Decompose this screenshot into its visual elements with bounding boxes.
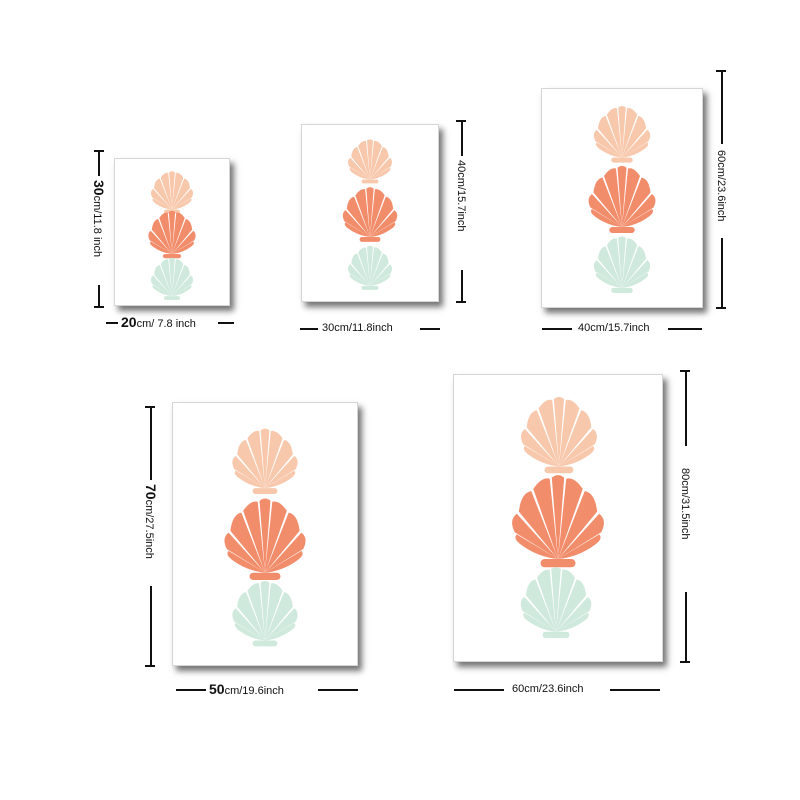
width-line-1-left	[106, 322, 118, 324]
print-30x40	[301, 124, 439, 302]
width-line-4-right	[318, 689, 358, 691]
width-line-5-right	[610, 689, 660, 691]
height-line-1-bottom	[98, 285, 100, 307]
print-60x80	[453, 374, 663, 662]
height-line-1-top	[98, 150, 100, 176]
shell-bottom	[232, 580, 298, 647]
shell-middle	[148, 210, 196, 259]
shell-middle	[512, 475, 604, 568]
height-tick-2-bottom	[456, 301, 466, 303]
height-line-5-top	[685, 370, 687, 446]
shell-middle	[224, 498, 306, 580]
height-tick-4-bottom	[145, 665, 155, 667]
print-40x60	[541, 88, 703, 308]
shell-bottom	[520, 567, 592, 639]
height-tick-1-top	[94, 150, 104, 152]
height-line-4-top	[150, 406, 152, 480]
height-tick-5-bottom	[680, 661, 690, 663]
width-label-3: 40cm/15.7inch	[578, 322, 650, 334]
width-line-2-right	[420, 328, 440, 330]
width-label-5: 60cm/23.6inch	[512, 683, 584, 695]
shell-stack	[588, 106, 656, 293]
print-20x30	[114, 158, 230, 306]
height-line-2-top	[461, 120, 463, 156]
height-label-4: 70cm/27.5inch	[143, 484, 159, 559]
print-50x70	[172, 402, 358, 666]
width-label-4: 50cm/19.6inch	[209, 681, 284, 697]
width-label-2: 30cm/11.8inch	[322, 322, 393, 334]
width-line-3-right	[668, 328, 702, 330]
shell-middle	[588, 165, 656, 234]
shell-top	[348, 139, 392, 184]
height-label-3: 60cm/23.6inch	[715, 150, 727, 222]
height-tick-3-top	[716, 70, 726, 72]
height-tick-5-top	[680, 370, 690, 372]
height-label-1: 30cm/11.8 inch	[91, 180, 107, 258]
height-label-2: 40cm/15.7inch	[455, 160, 467, 232]
shell-top	[593, 106, 651, 163]
height-line-2-bottom	[461, 270, 463, 302]
height-line-3-bottom	[721, 238, 723, 308]
width-label-1: 20cm/ 7.8 inch	[121, 314, 196, 330]
height-tick-4-top	[145, 406, 155, 408]
shell-bottom	[150, 257, 194, 300]
shell-stack	[148, 171, 196, 300]
height-tick-2-top	[456, 120, 466, 122]
shell-top	[232, 428, 298, 494]
shell-bottom	[348, 245, 392, 290]
shell-stack	[342, 139, 398, 290]
shell-stack	[224, 428, 306, 647]
width-line-2-left	[300, 328, 318, 330]
shell-top	[521, 397, 597, 474]
height-tick-3-bottom	[716, 307, 726, 309]
shell-middle	[342, 187, 398, 242]
width-line-1-right	[218, 322, 234, 324]
shell-top	[150, 171, 194, 214]
height-line-5-bottom	[685, 592, 687, 662]
height-line-4-bottom	[150, 586, 152, 666]
width-line-4-left	[176, 689, 206, 691]
height-label-5: 80cm/31.5inch	[679, 468, 691, 540]
width-line-5-left	[454, 689, 504, 691]
height-line-3-top	[721, 70, 723, 144]
shell-bottom	[593, 236, 651, 293]
shell-stack	[512, 397, 604, 639]
height-tick-1-bottom	[94, 306, 104, 308]
width-line-3-left	[542, 328, 572, 330]
